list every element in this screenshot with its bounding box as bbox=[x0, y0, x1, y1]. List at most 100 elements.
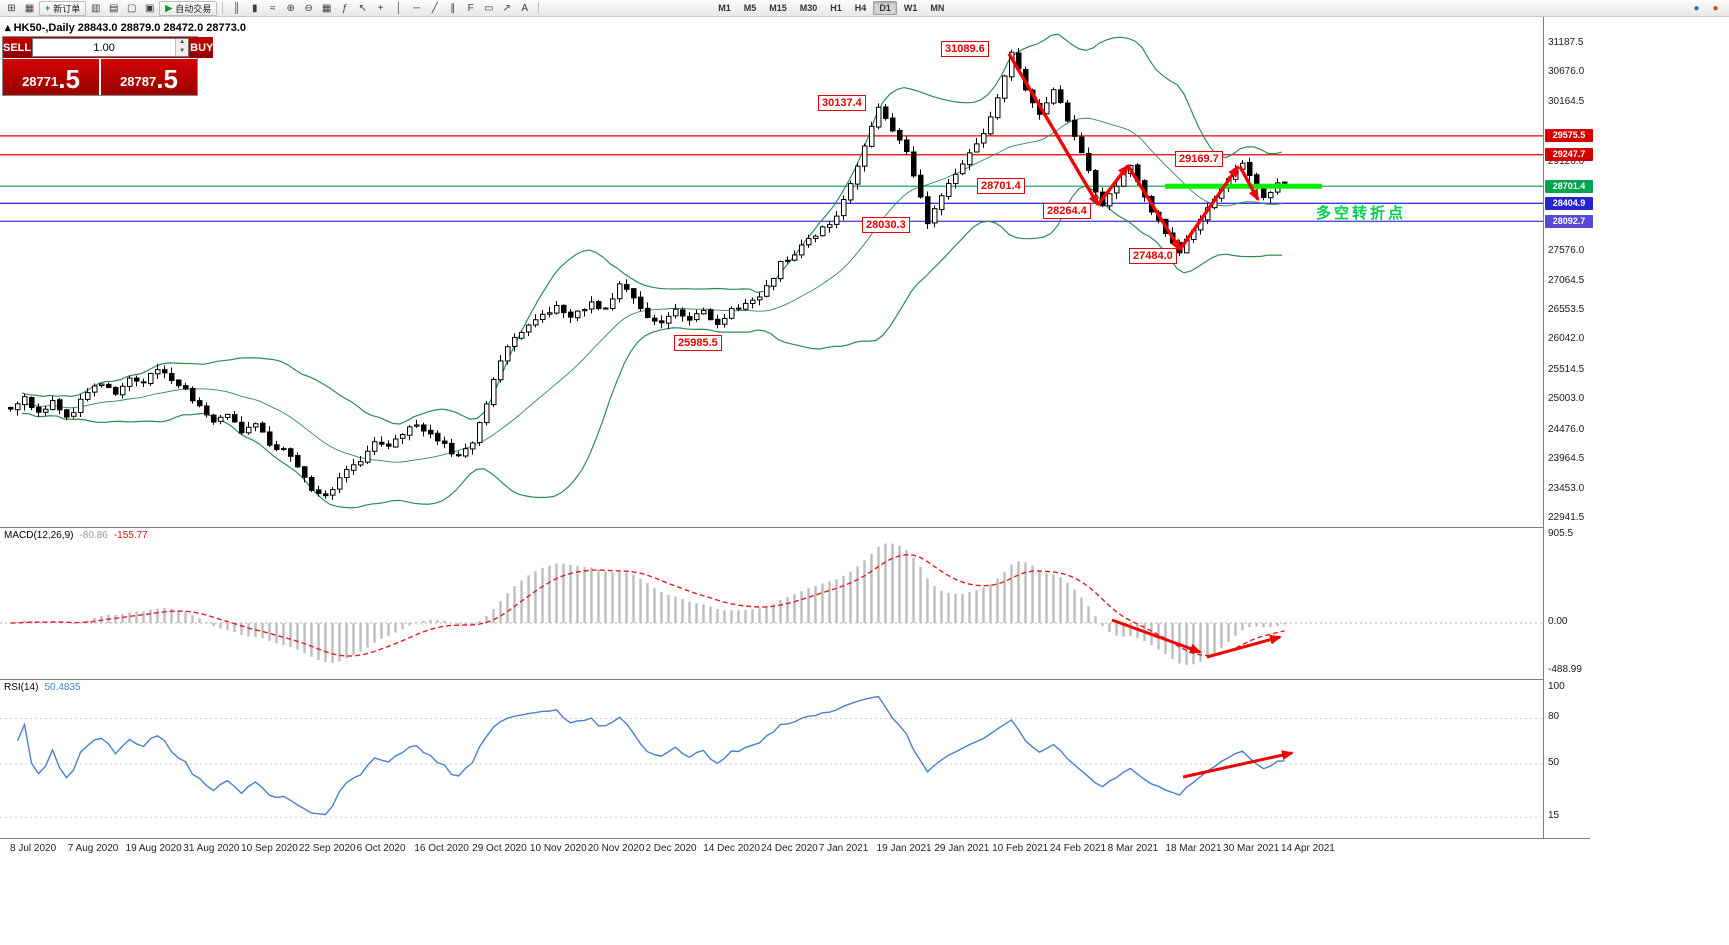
horizontal-line-icon: ─ bbox=[413, 2, 421, 14]
new-order-icon: + bbox=[45, 3, 51, 13]
community-icon[interactable]: ● bbox=[1688, 1, 1705, 16]
toolbar-separator bbox=[222, 2, 224, 14]
vertical-line-icon[interactable]: │ bbox=[390, 1, 407, 16]
chart-price-label: 30137.4 bbox=[818, 95, 866, 112]
time-axis-label: 10 Nov 2020 bbox=[529, 843, 587, 854]
arrow-tool-icon[interactable]: ↗ bbox=[498, 1, 515, 16]
trendline-icon: ╱ bbox=[431, 2, 438, 14]
candlestick-chart-icon: ▮ bbox=[251, 2, 258, 14]
time-axis-label: 8 Jul 2020 bbox=[10, 843, 57, 854]
rsi-name: RSI(14) bbox=[4, 682, 39, 693]
rsi-panel[interactable] bbox=[0, 679, 1590, 838]
sell-button[interactable]: SELL bbox=[3, 37, 32, 58]
volume-up-icon[interactable]: ▲ bbox=[179, 39, 186, 45]
sell-price-int: 28771 bbox=[22, 74, 59, 89]
line-chart-icon[interactable]: ≈ bbox=[264, 1, 281, 16]
buy-button[interactable]: BUY bbox=[190, 37, 214, 58]
notifications-icon: ● bbox=[1712, 2, 1719, 14]
timeframe-mn[interactable]: MN bbox=[930, 3, 945, 13]
new-order-button[interactable]: + 新订单 bbox=[39, 0, 87, 16]
navigator-icon[interactable]: ▢ bbox=[123, 1, 140, 16]
autotrading-icon: ▶ bbox=[165, 2, 173, 13]
time-axis-label: 2 Dec 2020 bbox=[645, 843, 697, 854]
sell-price-button[interactable]: 28771.5 bbox=[3, 59, 99, 95]
new-chart-icon[interactable]: ⊞ bbox=[3, 1, 20, 16]
main-chart-panel[interactable]: 31089.6 30137.4 29169.7 28701.4 28264.4 28030… bbox=[0, 16, 1543, 527]
rsi-chart[interactable] bbox=[0, 680, 1543, 838]
market-watch-icon[interactable]: ▥ bbox=[87, 1, 104, 16]
text-tool-icon[interactable]: A bbox=[516, 1, 533, 16]
timeframe-m30[interactable]: M30 bbox=[799, 3, 818, 13]
fibonacci-icon: F bbox=[467, 2, 474, 14]
time-axis-label: 20 Nov 2020 bbox=[587, 843, 645, 854]
macd-main-value: -80.86 bbox=[79, 530, 108, 541]
buy-price-button[interactable]: 28787.5 bbox=[101, 59, 197, 95]
tile-windows-icon[interactable]: ▦ bbox=[318, 1, 335, 16]
time-axis-label: 19 Jan 2021 bbox=[876, 843, 932, 854]
volume-input[interactable] bbox=[33, 39, 176, 56]
time-axis-label: 7 Aug 2020 bbox=[67, 843, 119, 854]
fibonacci-icon[interactable]: F bbox=[462, 1, 479, 16]
notifications-icon[interactable]: ● bbox=[1707, 1, 1724, 16]
toolbar-separator bbox=[538, 2, 540, 14]
chart-marker-icon: ▴ bbox=[5, 22, 11, 34]
terminal-icon[interactable]: ▣ bbox=[141, 1, 158, 16]
timeframe-h1[interactable]: H1 bbox=[830, 3, 842, 13]
chart-price-label: 31089.6 bbox=[941, 40, 989, 57]
time-axis-label: 10 Feb 2021 bbox=[992, 843, 1049, 854]
price-axis-tick: 27576.0 bbox=[1548, 245, 1585, 257]
autotrading-label: 自动交易 bbox=[175, 3, 212, 14]
price-axis-tick: 23453.0 bbox=[1548, 482, 1585, 494]
buy-price-dec: .5 bbox=[156, 64, 178, 94]
autotrading-button[interactable]: ▶ 自动交易 bbox=[159, 0, 218, 16]
timeframe-h4[interactable]: H4 bbox=[854, 3, 867, 13]
ohlc-text: HK50-,Daily 28843.0 28879.0 28472.0 2877… bbox=[13, 22, 247, 34]
zoom-out-icon[interactable]: ⊖ bbox=[300, 1, 317, 16]
macd-panel[interactable] bbox=[0, 527, 1590, 679]
timeframe-m1[interactable]: M1 bbox=[718, 3, 731, 13]
data-window-icon: ▤ bbox=[109, 2, 119, 14]
bar-chart-icon[interactable]: ║ bbox=[228, 1, 245, 16]
rsi-header: RSI(14) 50.4835 bbox=[4, 682, 81, 693]
timeframe-w1[interactable]: W1 bbox=[903, 3, 918, 13]
price-axis-tick: 23964.5 bbox=[1548, 453, 1585, 465]
price-axis-tick: 27064.5 bbox=[1548, 274, 1585, 286]
time-axis-label: 14 Dec 2020 bbox=[703, 843, 760, 854]
shapes-icon[interactable]: ▭ bbox=[480, 1, 497, 16]
new-order-label: 新订单 bbox=[53, 3, 81, 14]
community-icon: ● bbox=[1693, 2, 1700, 14]
macd-axis-label: 905.5 bbox=[1548, 527, 1574, 539]
candlestick-chart[interactable] bbox=[0, 16, 1543, 527]
indicators-icon[interactable]: ƒ bbox=[336, 1, 353, 16]
timeframe-m5[interactable]: M5 bbox=[743, 3, 757, 13]
time-axis-label: 31 Aug 2020 bbox=[183, 843, 240, 854]
trendline-icon[interactable]: ╱ bbox=[426, 1, 443, 16]
bar-chart-icon: ║ bbox=[233, 2, 241, 14]
time-axis-label: 6 Oct 2020 bbox=[356, 843, 406, 854]
candlestick-chart-icon[interactable]: ▮ bbox=[246, 1, 263, 16]
crosshair-icon[interactable]: + bbox=[372, 1, 389, 16]
chart-profiles-icon[interactable]: ▦ bbox=[21, 1, 38, 16]
horizontal-line-icon[interactable]: ─ bbox=[408, 1, 425, 16]
price-axis[interactable]: 31187.530676.030164.529126.028614.527576… bbox=[1543, 16, 1595, 860]
zoom-out-icon: ⊖ bbox=[304, 2, 313, 14]
time-axis-label: 30 Mar 2021 bbox=[1223, 843, 1280, 854]
channel-icon[interactable]: ∥ bbox=[444, 1, 461, 16]
macd-chart[interactable] bbox=[0, 528, 1543, 679]
time-axis[interactable]: 8 Jul 2020 7 Aug 2020 19 Aug 2020 31 Aug 20… bbox=[0, 838, 1590, 860]
price-axis-tick: 26042.0 bbox=[1548, 333, 1585, 345]
chart-price-label: 29169.7 bbox=[1175, 151, 1223, 168]
time-axis-label: 29 Oct 2020 bbox=[472, 843, 527, 854]
zoom-in-icon[interactable]: ⊕ bbox=[282, 1, 299, 16]
price-axis-tick: 22941.5 bbox=[1548, 512, 1585, 523]
line-chart-icon: ≈ bbox=[269, 2, 276, 14]
data-window-icon[interactable]: ▤ bbox=[105, 1, 122, 16]
time-axis-label: 24 Feb 2021 bbox=[1049, 843, 1107, 854]
cursor-icon[interactable]: ↖ bbox=[354, 1, 371, 16]
timeframe-d1[interactable]: D1 bbox=[873, 1, 897, 15]
volume-stepper[interactable]: ▲ ▼ bbox=[175, 39, 189, 56]
price-axis-tag: 28701.4 bbox=[1545, 179, 1593, 193]
timeframe-m15[interactable]: M15 bbox=[769, 3, 787, 13]
text-tool-icon: A bbox=[521, 2, 529, 14]
volume-down-icon[interactable]: ▼ bbox=[179, 47, 186, 54]
